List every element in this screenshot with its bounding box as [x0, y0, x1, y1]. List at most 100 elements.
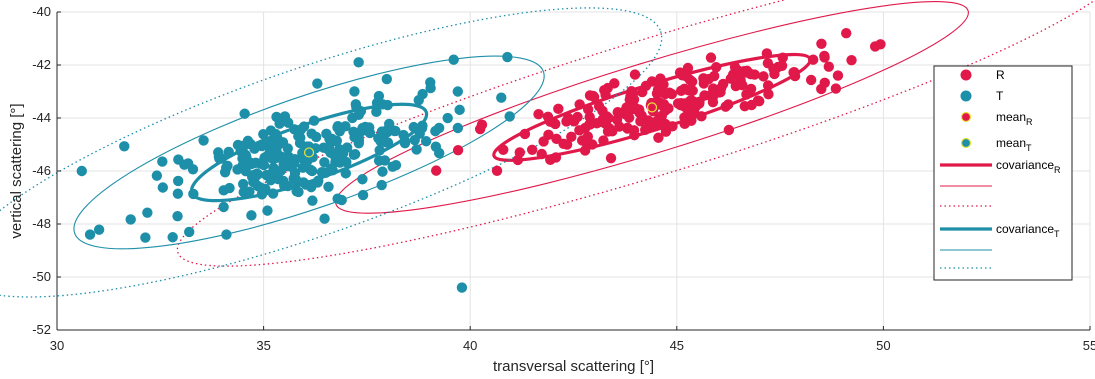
data-point-t — [283, 117, 294, 128]
data-point-r — [816, 83, 827, 95]
data-point-r — [533, 108, 544, 120]
legend-mean-marker — [960, 137, 972, 149]
data-point-r — [683, 107, 694, 118]
data-point-t — [219, 167, 231, 178]
data-point-t — [277, 137, 289, 148]
data-point-r — [553, 103, 564, 115]
data-point-r — [587, 90, 599, 102]
data-point-r — [698, 73, 709, 84]
data-point-t — [371, 106, 382, 118]
x-tick-label: 45 — [670, 338, 684, 353]
data-point-t — [271, 145, 282, 157]
data-point-r — [491, 165, 503, 177]
data-point-t — [409, 134, 420, 146]
data-point-t — [353, 109, 365, 120]
data-point-t — [237, 160, 248, 171]
data-point-r — [762, 80, 774, 91]
data-point-r — [623, 112, 635, 123]
legend-label-subscript: T — [1054, 229, 1060, 239]
data-point-t — [411, 144, 422, 155]
legend-label: T — [996, 89, 1004, 103]
data-point-t — [353, 138, 365, 149]
data-point-r — [725, 73, 736, 84]
data-point-r — [574, 99, 585, 110]
data-point-r — [733, 65, 744, 77]
data-point-r — [582, 131, 594, 142]
data-point-t — [374, 145, 385, 156]
data-point-t — [357, 189, 369, 201]
legend-mean-marker — [960, 111, 972, 123]
data-point-t — [413, 94, 424, 106]
data-point-r — [519, 128, 531, 140]
data-point-t — [325, 163, 337, 174]
data-point-r — [675, 97, 687, 109]
data-point-r — [656, 119, 668, 130]
covariance-ellipse-t-thin — [73, 55, 545, 250]
data-point-t — [382, 99, 393, 111]
data-point-r — [841, 28, 852, 39]
data-point-r — [768, 63, 779, 74]
data-point-t — [298, 121, 310, 132]
data-point-t — [417, 120, 428, 131]
data-point-t — [305, 164, 316, 176]
legend-label-subscript: R — [1054, 165, 1061, 175]
legend-box — [933, 65, 1073, 281]
data-point-t — [278, 175, 289, 187]
data-point-r — [572, 111, 583, 123]
data-point-r — [474, 123, 486, 135]
data-point-t — [310, 131, 322, 143]
data-point-r — [609, 78, 620, 89]
data-point-t — [157, 182, 169, 193]
data-point-t — [293, 131, 304, 142]
data-point-t — [290, 174, 302, 185]
data-point-r — [431, 165, 442, 176]
y-tick-label: -48 — [32, 216, 51, 231]
data-point-t — [341, 142, 353, 153]
data-point-t — [312, 78, 323, 89]
data-point-t — [307, 195, 318, 206]
data-point-t — [262, 205, 273, 216]
data-point-t — [456, 282, 468, 293]
data-point-t — [398, 129, 409, 141]
data-point-r — [601, 111, 612, 122]
data-point-t — [237, 178, 249, 190]
data-point-r — [514, 147, 525, 158]
data-point-t — [278, 153, 290, 165]
data-point-t — [452, 122, 464, 134]
data-point-t — [238, 187, 249, 198]
data-point-r — [749, 69, 760, 80]
data-point-r — [640, 124, 651, 136]
data-point-t — [140, 232, 151, 243]
data-point-t — [390, 125, 401, 137]
data-point-r — [696, 111, 707, 122]
data-point-t — [223, 146, 234, 158]
data-point-t — [255, 182, 266, 193]
data-point-t — [496, 92, 507, 103]
data-point-r — [788, 67, 799, 78]
data-point-r — [579, 145, 591, 156]
data-point-t — [399, 138, 411, 149]
data-point-r — [563, 112, 574, 124]
data-point-r — [823, 61, 835, 72]
legend-label: covarianceT — [996, 222, 1060, 239]
data-point-t — [353, 57, 364, 68]
data-point-r — [653, 132, 664, 143]
data-point-t — [216, 153, 227, 164]
data-point-t — [349, 86, 360, 97]
data-point-t — [340, 121, 351, 132]
data-point-t — [198, 135, 209, 146]
data-point-t — [425, 77, 436, 88]
data-point-t — [308, 115, 320, 126]
data-point-r — [711, 62, 722, 73]
mean-marker-t — [303, 147, 315, 158]
data-point-r — [832, 70, 844, 81]
x-tick-label: 40 — [463, 338, 477, 353]
data-point-r — [758, 71, 769, 82]
data-point-r — [830, 83, 842, 94]
data-point-r — [708, 70, 720, 82]
data-point-r — [705, 52, 717, 63]
data-point-r — [723, 124, 735, 136]
data-point-t — [323, 181, 334, 193]
